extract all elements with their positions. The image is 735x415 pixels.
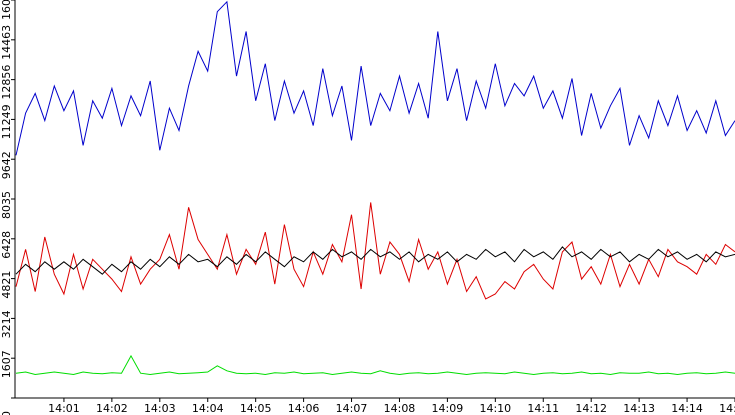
y-tick-label: 16071 [0, 0, 13, 20]
series-line [15, 246, 735, 275]
series-line [15, 202, 735, 300]
y-tick-label: 9642 [0, 151, 13, 179]
y-tick-label: 6428 [0, 231, 13, 259]
series-line [15, 0, 735, 156]
y-tick-label: 0 [0, 411, 13, 415]
x-tick-label: 14:15 [719, 402, 735, 415]
y-tick-label: 11249 [0, 104, 13, 139]
x-tick-label: 14:03 [144, 402, 176, 415]
y-tick-label: 3214 [0, 310, 13, 338]
y-tick-label: 14463 [0, 25, 13, 60]
x-tick-label: 14:14 [671, 402, 703, 415]
y-tick-label: 4821 [0, 271, 13, 299]
x-tick-label: 14:08 [384, 402, 416, 415]
series-line [15, 354, 735, 376]
x-tick-label: 14:13 [623, 402, 655, 415]
x-tick-label: 14:09 [432, 402, 464, 415]
x-tick-label: 14:06 [288, 402, 320, 415]
x-tick-label: 14:07 [336, 402, 368, 415]
x-tick-label: 14:04 [192, 402, 224, 415]
y-tick-label: 1607 [0, 350, 13, 378]
x-tick-label: 14:10 [479, 402, 511, 415]
y-tick-label: 12856 [0, 65, 13, 100]
x-tick-label: 14:12 [575, 402, 607, 415]
y-tick-label: 8035 [0, 191, 13, 219]
x-tick-label: 14:05 [240, 402, 272, 415]
x-tick-label: 14:01 [48, 402, 80, 415]
x-tick-label: 14:02 [96, 402, 128, 415]
x-tick-label: 14:11 [527, 402, 559, 415]
